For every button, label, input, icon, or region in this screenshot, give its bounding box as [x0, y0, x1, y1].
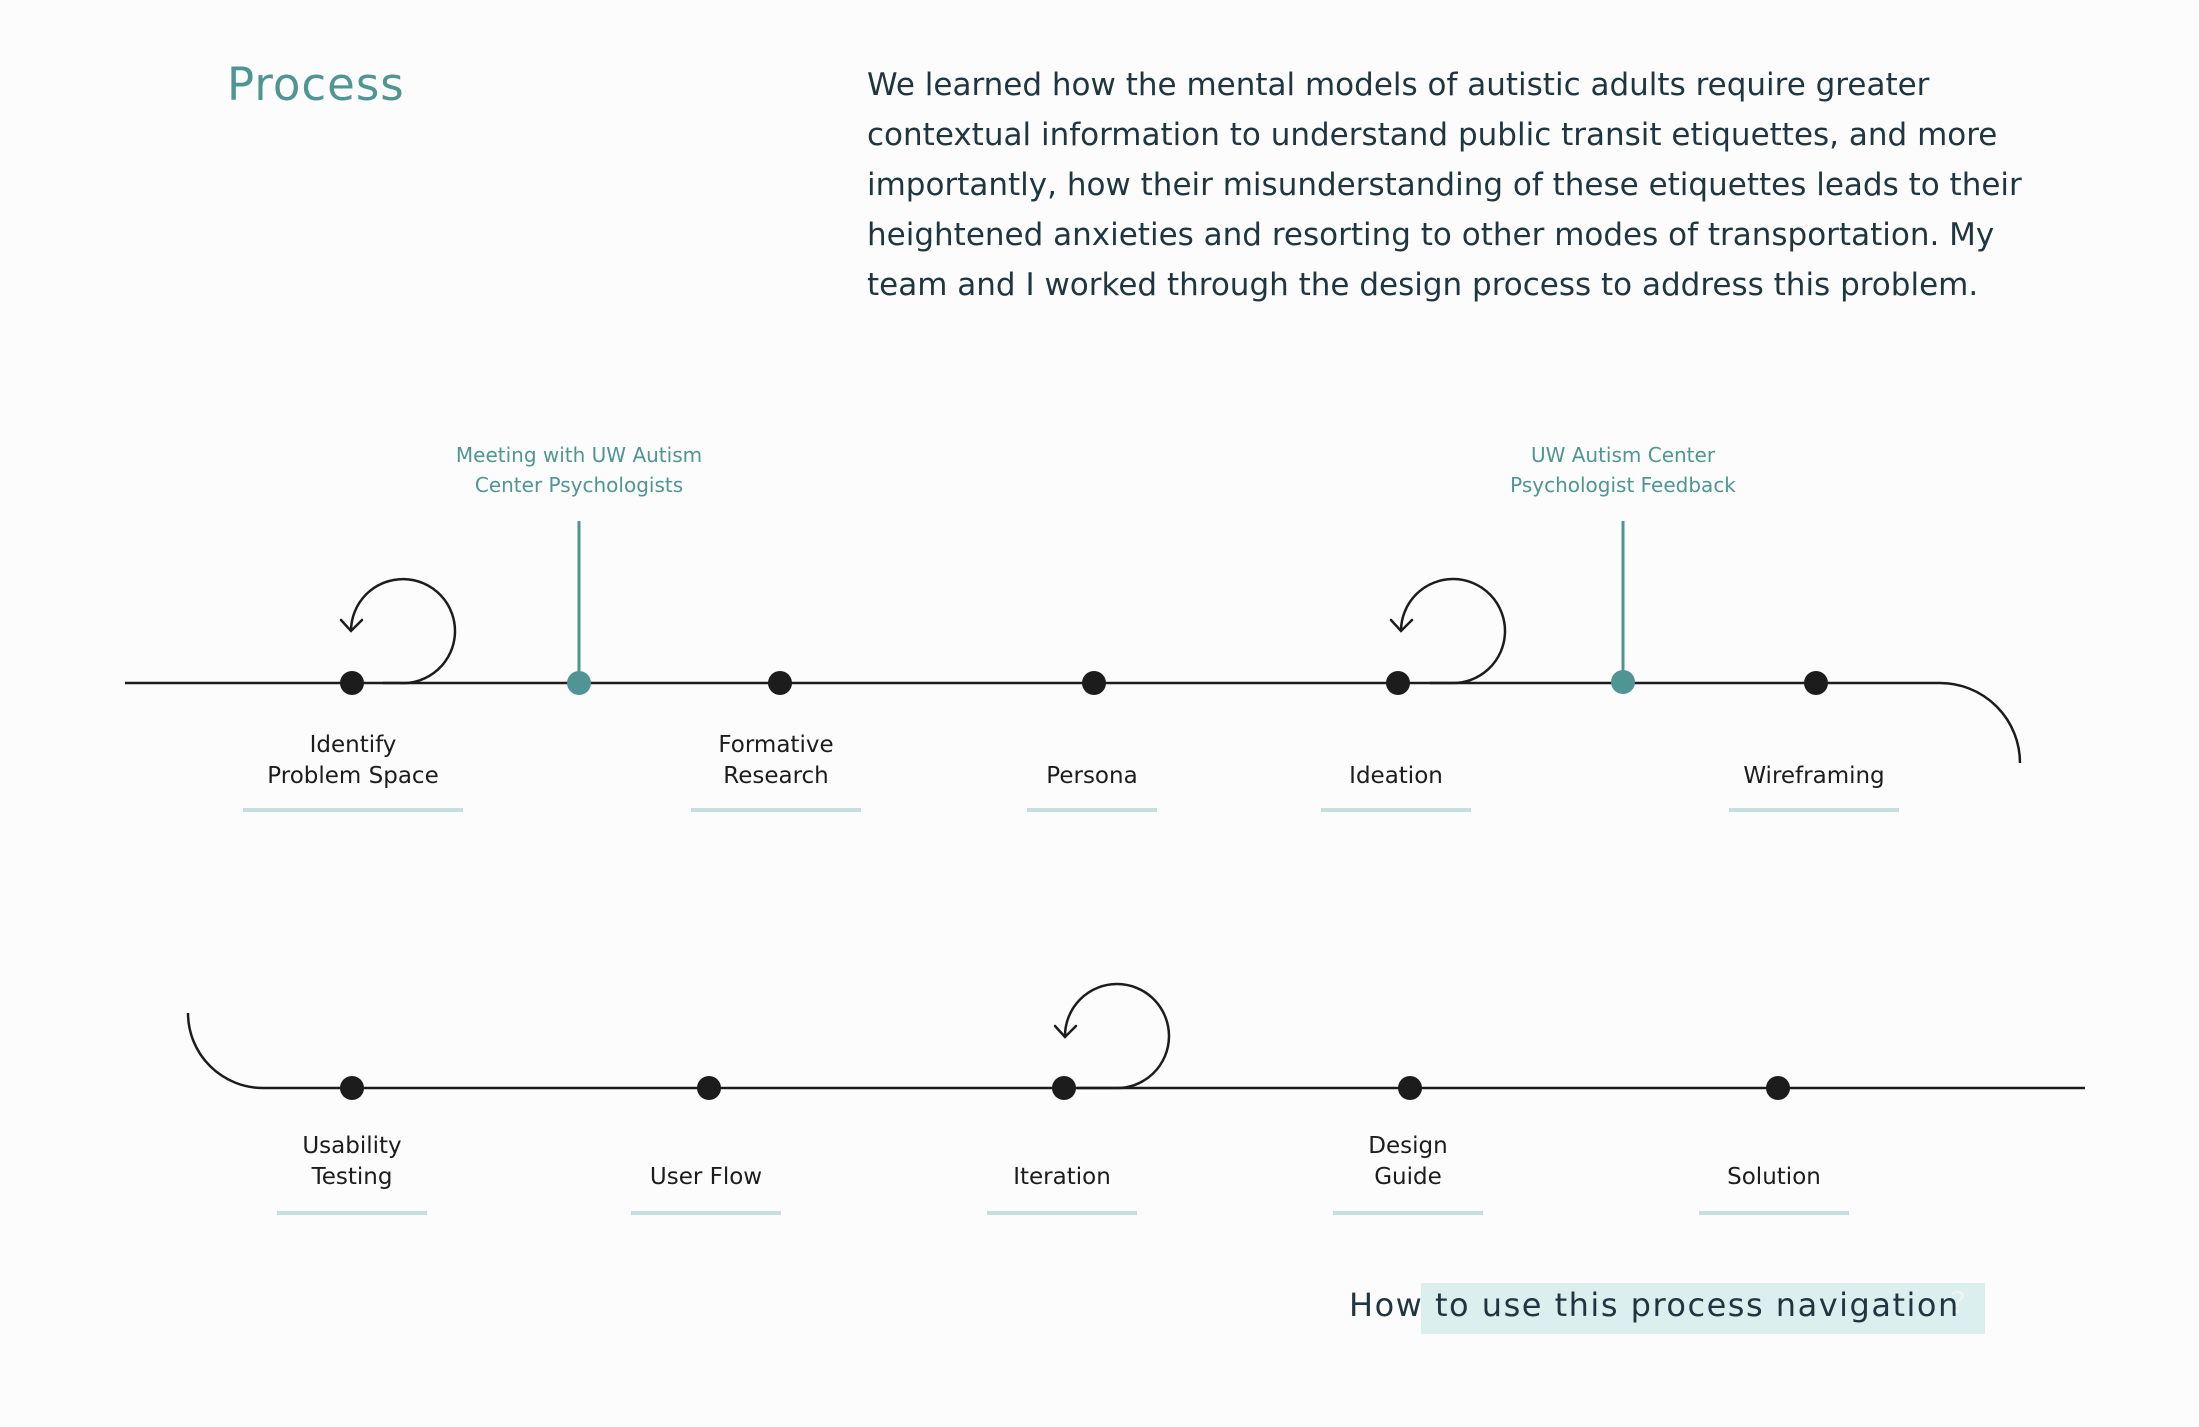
- step-underline: [1321, 808, 1471, 812]
- page-title: Process: [227, 58, 405, 111]
- step-solution[interactable]: Solution: [1699, 1162, 1849, 1215]
- loop-iteration: [1063, 982, 1171, 1090]
- node-ideation: [1386, 671, 1410, 695]
- node-identify-problem-space: [340, 671, 364, 695]
- step-underline: [1333, 1211, 1483, 1215]
- step-underline: [691, 808, 861, 812]
- step-label: Iteration: [1013, 1164, 1111, 1190]
- step-underline: [243, 808, 463, 812]
- help-highlight: [1421, 1283, 1985, 1334]
- step-underline: [987, 1211, 1137, 1215]
- intro-paragraph: We learned how the mental models of auti…: [867, 67, 2022, 303]
- node-iteration: [1052, 1076, 1076, 1100]
- step-ideation[interactable]: Ideation: [1321, 761, 1471, 812]
- step-label: Solution: [1727, 1164, 1821, 1190]
- node-milestone-2: [1611, 670, 1635, 694]
- step-label: Persona: [1046, 763, 1138, 789]
- step-label: Wireframing: [1743, 763, 1885, 789]
- question-mark-icon[interactable]: ?: [1950, 1286, 1966, 1321]
- node-persona: [1082, 671, 1106, 695]
- timeline-row-2-line: [186, 1012, 2085, 1090]
- process-navigation-help-link[interactable]: How to use this process navigation ?: [1349, 1283, 1985, 1334]
- step-label: Ideation: [1349, 763, 1443, 789]
- step-underline: [277, 1211, 427, 1215]
- timeline-row-1-line: [125, 681, 2022, 764]
- step-label: Usability Testing: [302, 1133, 402, 1190]
- node-solution: [1766, 1076, 1790, 1100]
- step-label: Formative Research: [718, 732, 834, 789]
- step-iteration[interactable]: Iteration: [987, 1162, 1137, 1215]
- step-underline: [631, 1211, 781, 1215]
- step-design-guide[interactable]: Design Guide: [1333, 1131, 1483, 1215]
- node-user-flow: [697, 1076, 721, 1100]
- step-label: Identify Problem Space: [267, 732, 439, 789]
- step-wireframing[interactable]: Wireframing: [1729, 761, 1899, 812]
- node-milestone-1: [567, 671, 591, 695]
- step-underline: [1699, 1211, 1849, 1215]
- node-formative-research: [768, 671, 792, 695]
- step-underline: [1027, 808, 1157, 812]
- loop-arrow-iteration: [1053, 1024, 1078, 1039]
- step-label: Design Guide: [1368, 1133, 1448, 1190]
- step-formative-research[interactable]: Formative Research: [691, 730, 861, 812]
- node-design-guide: [1398, 1076, 1422, 1100]
- node-usability-testing: [340, 1076, 364, 1100]
- step-persona[interactable]: Persona: [1027, 761, 1157, 812]
- step-usability-testing[interactable]: Usability Testing: [277, 1131, 427, 1215]
- step-underline: [1729, 808, 1899, 812]
- loop-identify: [349, 577, 457, 685]
- milestone-label-1: Meeting with UW Autism Center Psychologi…: [455, 443, 703, 497]
- loop-arrow-identify: [339, 618, 364, 633]
- milestone-label-2: UW Autism Center Psychologist Feedback: [1510, 443, 1736, 497]
- loop-arrow-ideation: [1389, 618, 1414, 633]
- help-label: How to use this process navigation: [1349, 1286, 1960, 1324]
- step-label: User Flow: [649, 1164, 763, 1190]
- node-wireframing: [1804, 671, 1828, 695]
- step-user-flow[interactable]: User Flow: [631, 1162, 781, 1215]
- loop-ideation: [1399, 577, 1507, 685]
- step-identify-problem-space[interactable]: Identify Problem Space: [243, 730, 463, 812]
